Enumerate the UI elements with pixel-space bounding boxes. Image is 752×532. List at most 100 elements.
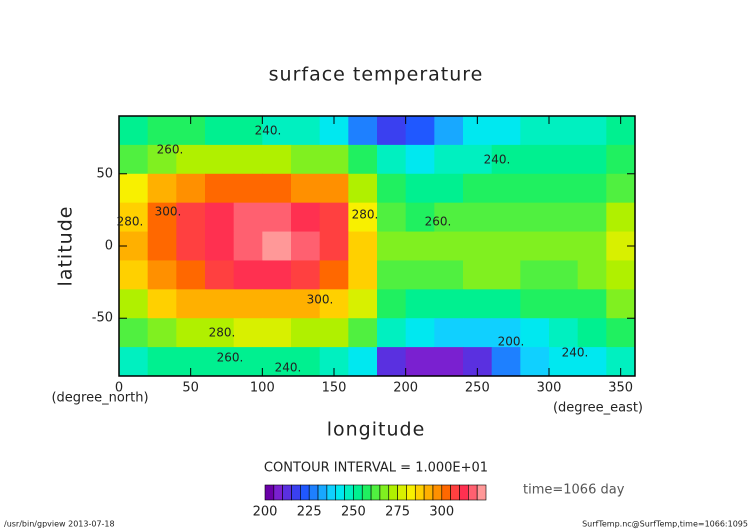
cell xyxy=(606,173,636,204)
cell xyxy=(377,260,407,290)
cell xyxy=(348,289,378,319)
cell xyxy=(262,116,292,146)
y-axis-label: latitude xyxy=(55,206,77,287)
cell xyxy=(463,202,493,233)
cell xyxy=(549,318,579,348)
cell xyxy=(549,173,579,204)
cell xyxy=(176,202,206,233)
contour-label: 240. xyxy=(255,124,282,138)
colorbar-swatch xyxy=(441,484,451,501)
cell xyxy=(520,173,550,204)
cell xyxy=(147,116,177,146)
cell xyxy=(377,116,407,146)
cell xyxy=(176,289,206,319)
cell xyxy=(520,347,550,377)
chart-title: surface temperature xyxy=(269,64,484,86)
cell xyxy=(291,116,321,146)
cell xyxy=(549,116,579,146)
cell xyxy=(119,260,149,290)
cell xyxy=(577,202,607,233)
colorbar-swatch xyxy=(344,484,354,501)
cell xyxy=(205,202,235,233)
cell xyxy=(205,347,235,377)
cell xyxy=(434,347,464,377)
cell xyxy=(119,202,149,233)
cell xyxy=(549,347,579,377)
cell xyxy=(233,116,263,146)
cell xyxy=(291,144,321,175)
cell xyxy=(205,144,235,175)
cell xyxy=(291,289,321,319)
cell xyxy=(119,144,149,175)
cell xyxy=(434,144,464,175)
colorbar-swatch xyxy=(370,484,381,501)
cell xyxy=(262,231,292,261)
x-tick-label: 100 xyxy=(250,381,275,396)
cell xyxy=(291,202,321,233)
cell xyxy=(549,289,579,319)
contour-label: 300. xyxy=(307,293,334,307)
cell xyxy=(463,318,493,348)
cell xyxy=(205,318,235,348)
cell xyxy=(233,231,263,261)
cell xyxy=(577,173,607,204)
colorbar-tick-label: 250 xyxy=(341,505,366,520)
y-tick-label: 50 xyxy=(96,166,113,181)
cell xyxy=(291,347,321,377)
cell xyxy=(491,260,521,290)
cell xyxy=(520,116,550,146)
cell xyxy=(319,260,349,290)
contour-label: 260. xyxy=(425,215,452,229)
contour-label: 240. xyxy=(562,346,589,360)
cell xyxy=(606,260,636,290)
cell xyxy=(377,347,407,377)
colorbar-tick-label: 225 xyxy=(297,505,322,520)
cell xyxy=(606,318,636,348)
cell xyxy=(233,173,263,204)
x-unit: (degree_east) xyxy=(553,401,643,416)
cell xyxy=(491,289,521,319)
cell xyxy=(606,144,636,175)
contour-label: 300. xyxy=(155,205,182,219)
contour-label: 240. xyxy=(484,153,511,167)
x-tick-label: 250 xyxy=(465,381,490,396)
contour-label: 200. xyxy=(498,335,525,349)
colorbar-swatch xyxy=(476,484,487,501)
contour-interval: CONTOUR INTERVAL = 1.000E+01 xyxy=(264,461,488,476)
cell xyxy=(491,116,521,146)
cell xyxy=(377,144,407,175)
cell xyxy=(319,231,349,261)
y-tick-label: -50 xyxy=(92,311,113,326)
cell xyxy=(549,260,579,290)
colorbar-swatch xyxy=(397,484,407,501)
cell xyxy=(491,231,521,261)
cell xyxy=(463,144,493,175)
colorbar-swatch xyxy=(432,484,443,501)
x-tick-label: 350 xyxy=(608,381,633,396)
cell xyxy=(348,347,378,377)
cell xyxy=(262,289,292,319)
cell xyxy=(491,173,521,204)
colorbar-swatch xyxy=(273,484,283,501)
cell xyxy=(606,289,636,319)
cell xyxy=(319,202,349,233)
cell xyxy=(233,260,263,290)
cell xyxy=(405,173,435,204)
cell xyxy=(147,289,177,319)
colorbar-swatch xyxy=(379,484,390,501)
cell xyxy=(434,173,464,204)
cell xyxy=(491,318,521,348)
cell xyxy=(119,173,149,204)
cell xyxy=(577,289,607,319)
cell xyxy=(176,318,206,348)
cell xyxy=(377,173,407,204)
cell xyxy=(520,231,550,261)
contour-label: 280. xyxy=(209,326,236,340)
cell xyxy=(491,347,521,377)
colorbar-swatch xyxy=(291,484,301,501)
contour-label: 260. xyxy=(157,143,184,157)
cell xyxy=(291,318,321,348)
cell xyxy=(262,173,292,204)
cell xyxy=(405,116,435,146)
cell xyxy=(491,202,521,233)
